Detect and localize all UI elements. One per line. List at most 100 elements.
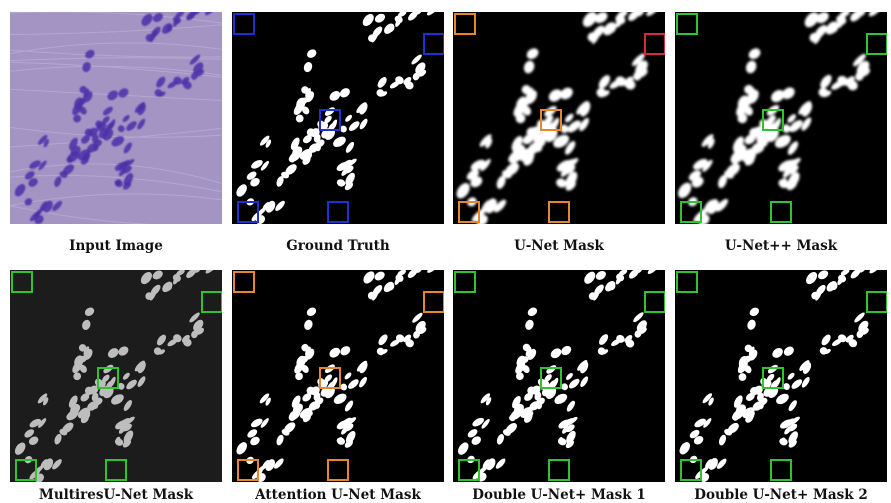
input-image-svg [10, 12, 222, 224]
mask-blob [561, 345, 572, 356]
mask-blob [262, 202, 270, 212]
highlight-box [676, 271, 698, 293]
mask-blob [417, 69, 427, 77]
mask-blob [40, 459, 48, 469]
mask-blob [616, 273, 625, 282]
mask-blob [172, 274, 181, 282]
mask-blob [816, 12, 829, 24]
cell-nucleus [72, 102, 83, 116]
mask-blob [481, 200, 491, 212]
mask-blob [567, 120, 581, 133]
mask-blob [776, 393, 789, 405]
panel-unetpp-mask [675, 12, 887, 224]
mask-blob [763, 386, 774, 397]
mask-blob [788, 431, 798, 444]
mask-blob [295, 372, 303, 381]
mask-blob [561, 383, 569, 391]
highlight-box [770, 459, 792, 481]
mask-blob [411, 54, 422, 65]
mask-blob [609, 283, 616, 291]
mask-blob [787, 372, 795, 380]
mask-blob [753, 385, 763, 395]
mask-blob [724, 428, 733, 436]
highlight-box [105, 459, 127, 481]
mask-blob [526, 413, 533, 420]
mask-blob [624, 335, 633, 343]
mask-blob [457, 442, 469, 455]
mask-blob [340, 125, 347, 133]
mask-blob [536, 144, 543, 152]
cell-nucleus [111, 136, 125, 147]
mask-blob [247, 429, 258, 438]
mask-blob [348, 379, 359, 389]
mask-blob [344, 165, 354, 174]
highlight-box [458, 201, 480, 223]
mask-blob [89, 385, 99, 395]
cell-nucleus [107, 90, 119, 101]
mask-blob [547, 121, 558, 132]
highlight-box [540, 367, 562, 389]
mask-blob [513, 101, 526, 117]
mask-blob [522, 365, 530, 374]
mask-blob [766, 373, 775, 382]
mask-blob [281, 428, 290, 436]
mask-blob [134, 360, 145, 372]
cell-nucleus [137, 118, 146, 130]
mask-blob [715, 198, 729, 212]
mask-blob [336, 437, 346, 445]
mask-blob [844, 76, 855, 86]
cell-nucleus [14, 184, 26, 197]
mask-blob [408, 12, 418, 21]
mask-blob [329, 347, 341, 358]
mask-blob [869, 270, 880, 274]
mask-blob [704, 200, 714, 212]
mask-blob [485, 397, 492, 406]
mask-blob [356, 102, 367, 114]
highlight-box [327, 201, 349, 223]
mask-blob [631, 53, 645, 66]
mask-blob [37, 393, 48, 404]
mask-blob [403, 334, 412, 343]
mask-blob [579, 117, 590, 132]
mask-blob [804, 12, 819, 28]
cell-nucleus [83, 154, 90, 161]
mask-blob [14, 442, 26, 455]
highlight-box [319, 109, 341, 131]
mask-blob [840, 270, 850, 276]
mask-blob [838, 274, 847, 283]
cell-nucleus [52, 200, 63, 212]
mask-blob [73, 372, 82, 381]
mask-blob [176, 270, 185, 276]
mask-blob [38, 418, 47, 428]
mask-blob [859, 67, 871, 77]
mask-blob [694, 418, 706, 428]
cell-nucleus [93, 145, 99, 152]
mask-blob [388, 283, 395, 291]
highlight-box [680, 201, 702, 223]
mask-blob [126, 379, 137, 390]
mask-blob [708, 397, 714, 406]
mask-blob [679, 442, 691, 455]
mask-blob [367, 291, 376, 300]
mask-blob [345, 114, 353, 122]
mask-blob [259, 135, 270, 146]
mask-blob [84, 412, 91, 419]
mask-blob [122, 372, 130, 380]
mask-blob [550, 348, 562, 359]
cell-nucleus [28, 178, 38, 187]
mask-blob [301, 364, 309, 373]
mask-blob [515, 113, 526, 124]
cell-nucleus [126, 121, 137, 131]
mask-blob [315, 402, 321, 409]
mask-blob [345, 141, 355, 153]
mask-blob [28, 436, 39, 446]
highlight-box [762, 109, 784, 131]
mask-blob [778, 178, 789, 189]
mask-blob [195, 327, 205, 335]
mask-blob [495, 458, 506, 469]
mask-blob [205, 270, 216, 274]
mask-blob [782, 124, 791, 133]
mask-blob [394, 15, 403, 24]
mask-blob [565, 424, 575, 433]
mask-blob [316, 145, 321, 152]
